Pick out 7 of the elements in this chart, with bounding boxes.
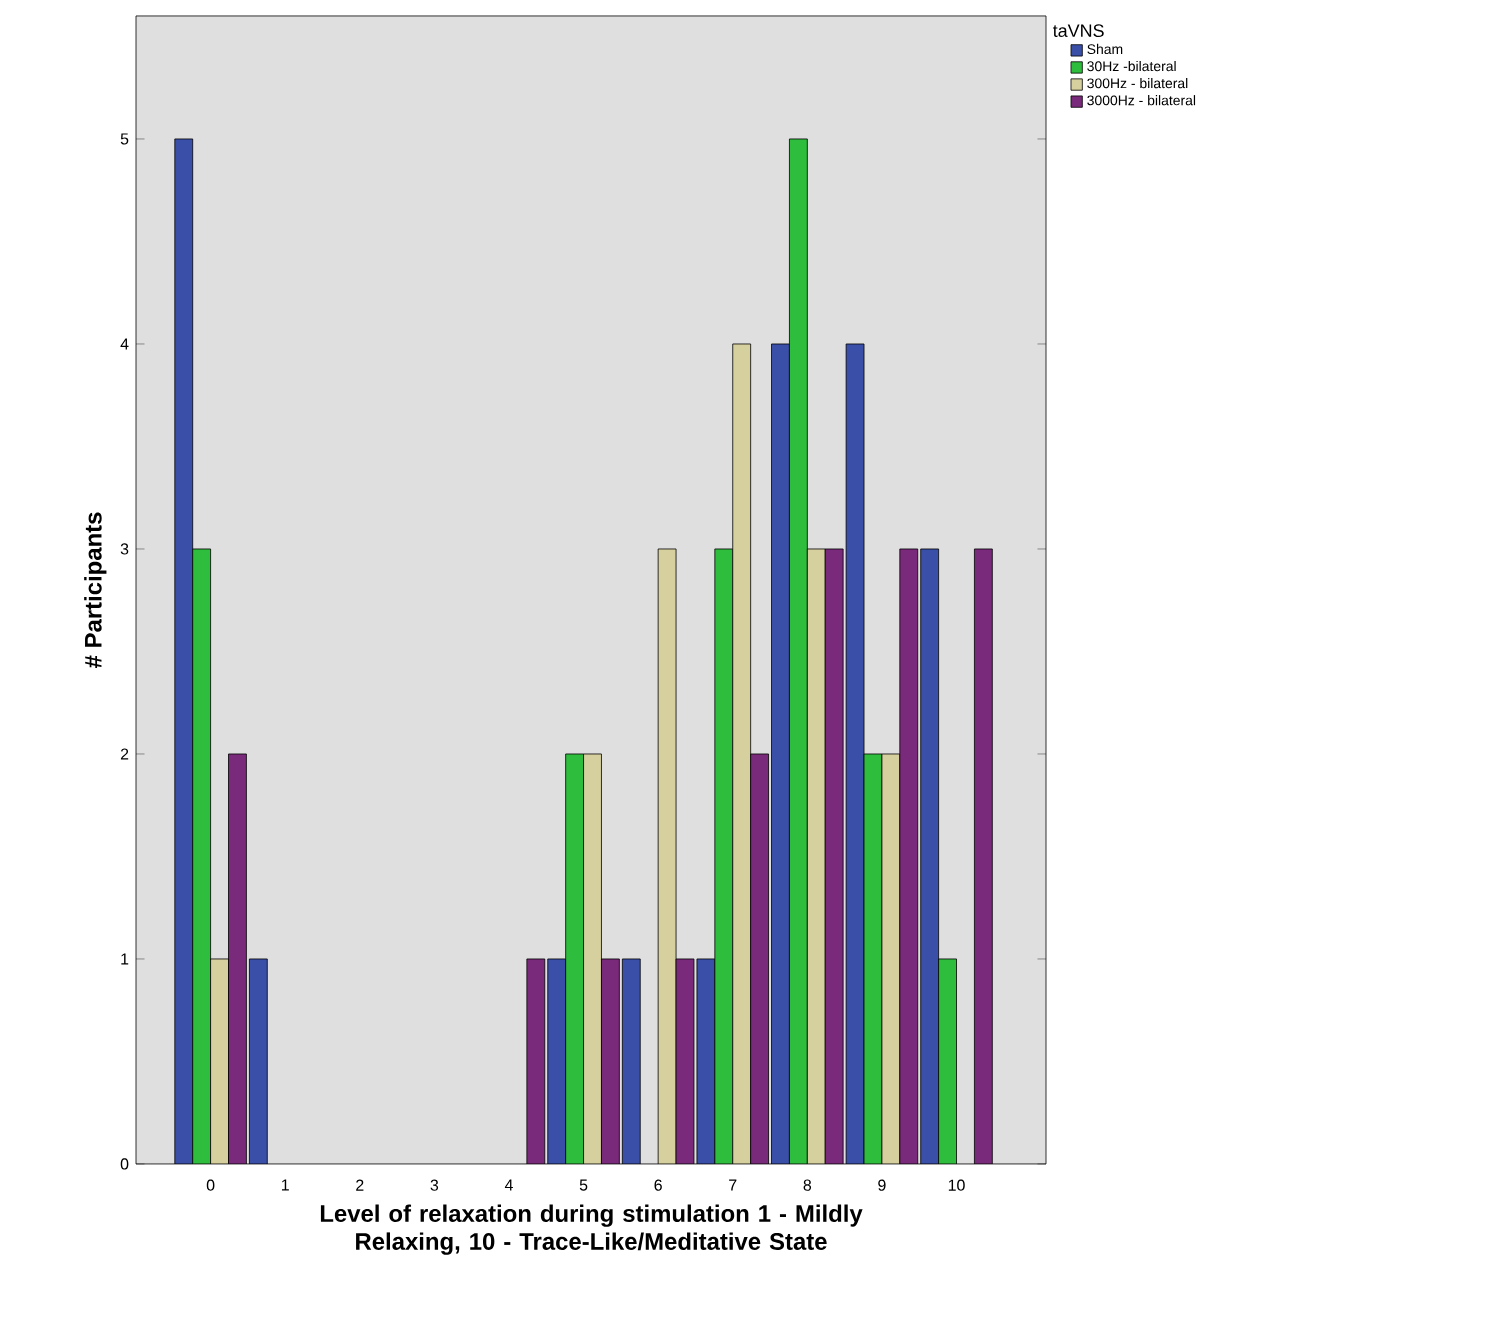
legend-title: taVNS (1052, 24, 1104, 38)
x-axis-title: Level of relaxation during stimulation 1 - Mildly Relaxing, 10 - Trace-Like/Meditative State (320, 1204, 863, 1255)
bar (583, 753, 602, 1164)
bar (210, 958, 229, 1164)
bar (732, 343, 752, 1164)
y-axis-title: # Participants (84, 512, 107, 668)
bar (806, 548, 826, 1164)
